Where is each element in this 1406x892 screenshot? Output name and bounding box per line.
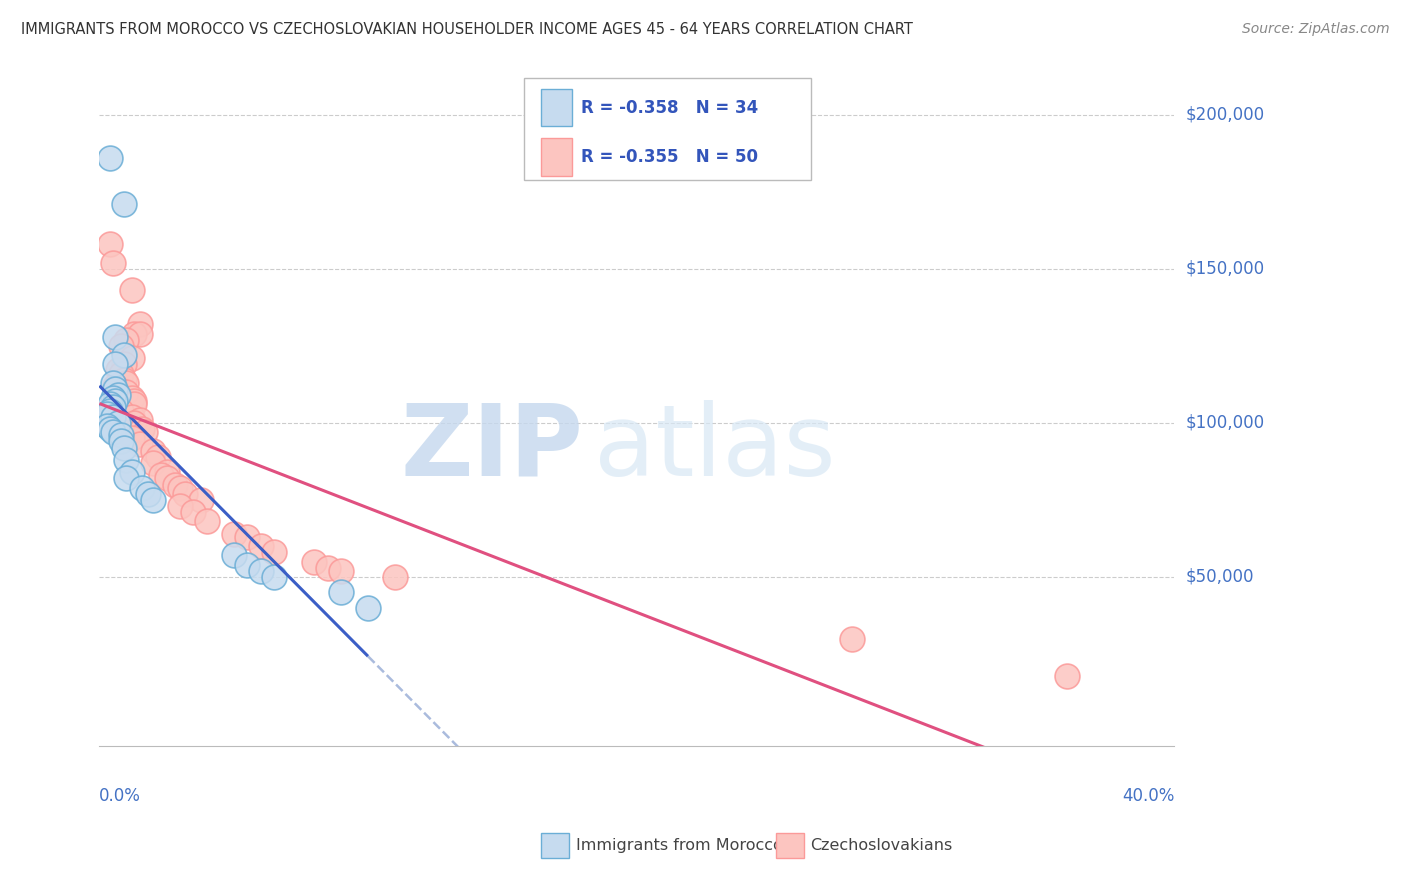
Text: R = -0.358   N = 34: R = -0.358 N = 34 [581, 99, 758, 117]
Point [142, 492, 165, 507]
Point [195, 515, 218, 529]
Point [104, 357, 127, 371]
Point [841, 632, 863, 646]
Point [101, 425, 124, 439]
Point [112, 348, 135, 362]
Point [115, 453, 138, 467]
Point [124, 394, 146, 409]
Point [330, 585, 353, 599]
Point [96, 407, 118, 421]
Text: $50,000: $50,000 [1185, 568, 1254, 586]
Text: IMMIGRANTS FROM MOROCCO VS CZECHOSLOVAKIAN HOUSEHOLDER INCOME AGES 45 - 64 YEARS: IMMIGRANTS FROM MOROCCO VS CZECHOSLOVAKI… [21, 22, 912, 37]
Point [98, 237, 121, 252]
Point [222, 549, 245, 563]
Point [121, 431, 143, 445]
Point [236, 530, 259, 544]
Point [150, 468, 173, 483]
Point [101, 376, 124, 390]
Point [101, 401, 124, 415]
Point [131, 481, 153, 495]
Point [121, 409, 143, 424]
Point [124, 416, 146, 430]
Point [110, 434, 132, 449]
Text: $150,000: $150,000 [1185, 260, 1264, 277]
Text: 0.0%: 0.0% [100, 787, 141, 805]
Point [98, 397, 121, 411]
Text: $200,000: $200,000 [1185, 106, 1264, 124]
Point [107, 416, 129, 430]
Point [131, 422, 153, 436]
Point [155, 465, 177, 479]
Point [249, 539, 271, 553]
Point [110, 339, 132, 353]
Point [128, 326, 150, 341]
Point [104, 379, 127, 393]
Point [112, 197, 135, 211]
Point [169, 499, 191, 513]
Point [112, 441, 135, 455]
Point [110, 367, 132, 381]
Point [98, 422, 121, 436]
Point [110, 428, 132, 442]
Point [128, 318, 150, 332]
Point [174, 487, 197, 501]
Point [112, 373, 135, 387]
Point [98, 151, 121, 165]
Point [115, 376, 138, 390]
Point [121, 391, 143, 405]
Point [128, 437, 150, 451]
Point [115, 385, 138, 400]
Point [236, 558, 259, 572]
Point [110, 403, 132, 417]
Text: Czechoslovakians: Czechoslovakians [810, 838, 952, 853]
Point [222, 526, 245, 541]
Point [316, 560, 339, 574]
Point [121, 465, 143, 479]
Point [104, 382, 127, 396]
Point [1056, 668, 1078, 682]
Point [115, 471, 138, 485]
Point [136, 487, 159, 501]
Point [107, 363, 129, 377]
Point [101, 391, 124, 405]
Point [124, 397, 146, 411]
Text: Immigrants from Morocco: Immigrants from Morocco [576, 838, 783, 853]
Point [104, 329, 127, 343]
Point [357, 600, 380, 615]
Point [101, 255, 124, 269]
Point [121, 351, 143, 366]
Point [142, 456, 165, 470]
Point [101, 409, 124, 424]
Point [155, 471, 177, 485]
Point [112, 357, 135, 371]
Text: 40.0%: 40.0% [1122, 787, 1174, 805]
Point [190, 492, 212, 507]
Point [104, 394, 127, 409]
Text: ZIP: ZIP [401, 400, 583, 497]
Point [330, 564, 353, 578]
Point [134, 425, 156, 439]
Point [115, 333, 138, 347]
Point [263, 545, 285, 559]
Text: Source: ZipAtlas.com: Source: ZipAtlas.com [1241, 22, 1389, 37]
Point [249, 564, 271, 578]
Point [183, 505, 205, 519]
Text: atlas: atlas [593, 400, 835, 497]
Text: $100,000: $100,000 [1185, 414, 1264, 432]
Point [128, 413, 150, 427]
Text: R = -0.355   N = 50: R = -0.355 N = 50 [581, 148, 758, 166]
Point [263, 570, 285, 584]
Point [148, 450, 170, 464]
Point [384, 570, 406, 584]
Point [96, 419, 118, 434]
Point [163, 477, 186, 491]
Point [107, 388, 129, 402]
Point [169, 481, 191, 495]
Point [124, 326, 146, 341]
Point [142, 443, 165, 458]
Point [121, 284, 143, 298]
Point [304, 555, 326, 569]
Point [98, 403, 121, 417]
